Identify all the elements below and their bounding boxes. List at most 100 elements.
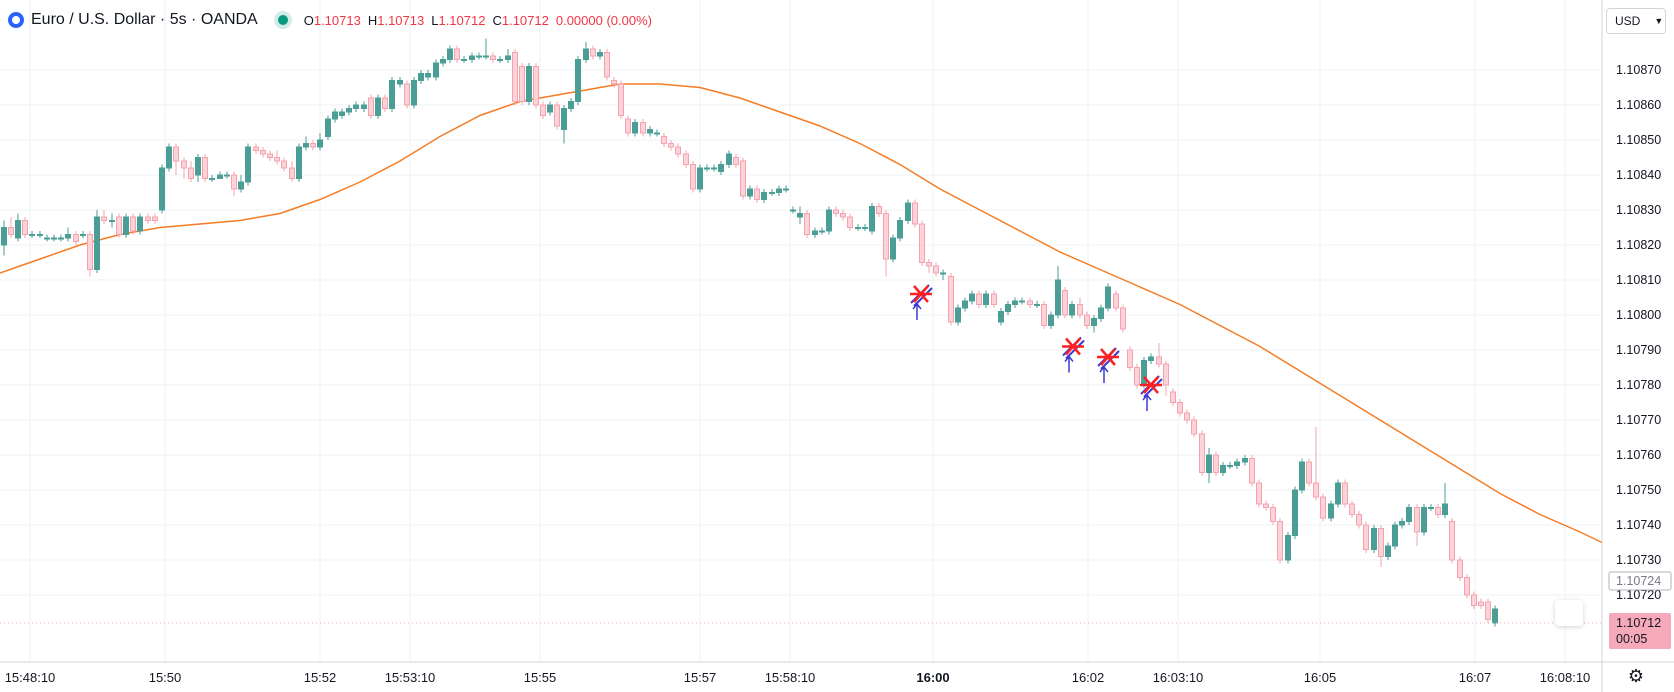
crosshair-price-label: 1.10724: [1616, 574, 1661, 588]
candle-body: [1320, 496, 1326, 519]
candle: [675, 143, 681, 158]
candle: [1249, 455, 1255, 487]
candle: [483, 38, 489, 60]
candle: [1270, 504, 1276, 525]
candle: [704, 164, 710, 172]
candle-body: [94, 216, 100, 270]
candle-body: [173, 146, 179, 162]
symbol-legend: Euro / U.S. Dollar · 5s · OANDA O 1.10713…: [8, 8, 659, 32]
candle: [1335, 479, 1341, 508]
candle: [173, 143, 179, 175]
currency-select[interactable]: USD ▼: [1606, 8, 1666, 34]
candle: [245, 143, 251, 186]
candle: [512, 49, 518, 105]
candle-body: [640, 122, 646, 134]
candle-body: [296, 146, 302, 179]
candle-body: [130, 216, 136, 232]
candle: [1363, 521, 1369, 553]
candle-body: [274, 157, 280, 162]
candle: [933, 262, 939, 277]
candle-body: [325, 118, 331, 137]
candle: [325, 115, 331, 140]
candle-body: [540, 104, 546, 116]
candle: [44, 234, 50, 242]
candle: [1285, 532, 1291, 564]
candle-body: [368, 97, 374, 116]
candle-body: [1048, 314, 1054, 326]
candle-body: [519, 66, 525, 102]
candle-body: [833, 209, 839, 214]
candle-body: [683, 153, 689, 165]
candle-body: [826, 209, 832, 232]
candle: [912, 199, 918, 228]
candle-body: [819, 230, 825, 233]
candle: [87, 231, 93, 277]
candle: [1127, 346, 1133, 371]
candle-body: [797, 213, 803, 218]
candle: [840, 210, 846, 221]
candle: [568, 98, 574, 112]
time-tick-label: 16:02: [1072, 670, 1105, 685]
candle: [812, 227, 818, 238]
candle-body: [783, 188, 789, 191]
candle: [790, 206, 796, 214]
candle: [1442, 483, 1448, 518]
open-label: O: [303, 12, 314, 28]
candle: [224, 171, 230, 179]
candle-body: [1277, 521, 1283, 561]
candle-body: [497, 59, 503, 61]
candle: [1406, 504, 1412, 525]
candle-body: [281, 160, 287, 169]
time-tick-label: 15:48:10: [5, 670, 56, 685]
candle: [747, 185, 753, 200]
candle: [855, 224, 861, 231]
candle: [1256, 479, 1262, 508]
candle-body: [1485, 601, 1491, 620]
candle-body: [632, 122, 638, 134]
candle-body: [152, 216, 158, 221]
candle-body: [940, 272, 946, 275]
candle-body: [15, 220, 21, 239]
candle-body: [1191, 419, 1197, 435]
candle-body: [58, 237, 64, 240]
candle-body: [1414, 507, 1420, 533]
candle: [1392, 521, 1398, 550]
candle: [101, 210, 107, 224]
candle: [1170, 388, 1176, 406]
candle-body: [1478, 601, 1484, 606]
candle-body: [1356, 514, 1362, 526]
candle-body: [1069, 304, 1075, 316]
candle: [1220, 462, 1226, 476]
symbol-title[interactable]: Euro / U.S. Dollar · 5s · OANDA: [31, 11, 258, 28]
candle-body: [245, 146, 251, 183]
candle: [8, 217, 14, 238]
candle-body: [101, 216, 107, 221]
candle-body: [425, 73, 431, 78]
candle-body: [159, 167, 165, 211]
candle-body: [188, 167, 194, 179]
candle: [519, 63, 525, 105]
candle-body: [675, 146, 681, 155]
candle: [1471, 591, 1477, 609]
candle: [876, 203, 882, 217]
candle: [497, 56, 503, 63]
candle-body: [1263, 503, 1269, 508]
candle: [382, 94, 388, 112]
market-status-icon[interactable]: [277, 15, 288, 25]
candle: [253, 143, 259, 154]
candle: [217, 171, 223, 179]
candle-body: [433, 62, 439, 78]
candle-body: [1027, 300, 1033, 305]
time-tick-label: 16:05: [1304, 670, 1337, 685]
candle: [296, 143, 302, 182]
candle: [733, 154, 739, 168]
candle: [238, 175, 244, 193]
candle: [1320, 493, 1326, 522]
candle: [1048, 311, 1054, 329]
candle: [1084, 311, 1090, 329]
candle-body: [1041, 304, 1047, 326]
candle: [618, 80, 624, 119]
gear-icon[interactable]: ⚙: [1627, 666, 1645, 686]
